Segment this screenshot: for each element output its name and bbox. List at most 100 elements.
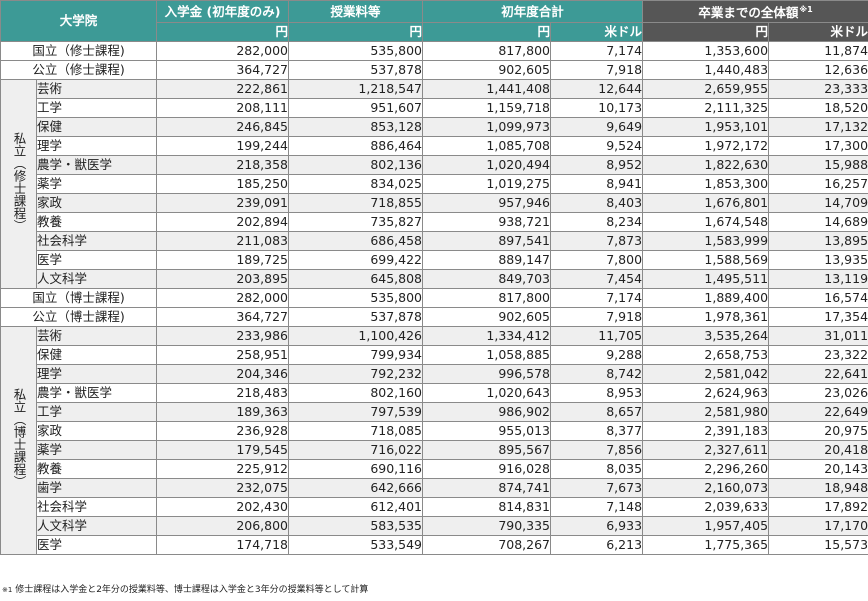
field-label: 薬学 xyxy=(35,440,158,461)
cell-value: 735,827 xyxy=(288,212,424,233)
field-label: 医学 xyxy=(35,535,158,556)
header-total-note-mark: ※1 xyxy=(799,5,813,14)
cell-value: 902,605 xyxy=(422,60,552,81)
master-private-row: 薬学 185,250 834,025 1,019,275 8,941 1,853,300 1… xyxy=(1,174,868,195)
cell-value: 2,327,611 xyxy=(642,440,770,461)
cell-value: 874,741 xyxy=(422,478,552,499)
cell-value: 2,658,753 xyxy=(642,345,770,366)
cell-value: 699,422 xyxy=(288,250,424,271)
unit-usd-total: 米ドル xyxy=(768,22,868,43)
cell-value: 1,440,483 xyxy=(642,60,770,81)
field-label: 芸術 xyxy=(35,326,158,347)
doctor-private-row: 医学 174,718 533,549 708,267 6,213 1,775,365 15,… xyxy=(1,535,868,556)
cell-value: 9,649 xyxy=(550,117,644,138)
cell-value: 1,100,426 xyxy=(288,326,424,347)
field-label: 歯学 xyxy=(35,478,158,499)
cell-value: 814,831 xyxy=(422,497,552,518)
cell-value: 1,099,973 xyxy=(422,117,552,138)
cell-value: 716,022 xyxy=(288,440,424,461)
cell-value: 834,025 xyxy=(288,174,424,195)
cell-value: 1,085,708 xyxy=(422,136,552,157)
cell-value: 897,541 xyxy=(422,231,552,252)
cell-value: 233,986 xyxy=(156,326,290,347)
cell-value: 20,418 xyxy=(768,440,868,461)
cell-value: 15,988 xyxy=(768,155,868,176)
cell-value: 18,948 xyxy=(768,478,868,499)
field-label: 工学 xyxy=(35,98,158,119)
cell-value: 849,703 xyxy=(422,269,552,290)
unit-yen-first-year: 円 xyxy=(422,22,552,43)
cell-value: 189,363 xyxy=(156,402,290,423)
doctor-private-row: 歯学 232,075 642,666 874,741 7,673 2,160,073 18,… xyxy=(1,478,868,499)
cell-value: 211,083 xyxy=(156,231,290,252)
master-private-row: 家政 239,091 718,855 957,946 8,403 1,676,801 14,… xyxy=(1,193,868,214)
graduate-tuition-table: 大学院 入学金 (初年度のみ) 授業料等 初年度合計 卒業までの全体額※1 円 … xyxy=(0,0,868,556)
cell-value: 1,889,400 xyxy=(642,288,770,309)
field-label: 薬学 xyxy=(35,174,158,195)
cell-value: 7,856 xyxy=(550,440,644,461)
doctor-private-row: 薬学 179,545 716,022 895,567 7,856 2,327,611 20,… xyxy=(1,440,868,461)
master-private-row: 社会科学 211,083 686,458 897,541 7,873 1,583,999 1… xyxy=(1,231,868,252)
doctor-private-row: 農学・獣医学 218,483 802,160 1,020,643 8,953 2,624,… xyxy=(1,383,868,404)
cell-value: 20,975 xyxy=(768,421,868,442)
cell-value: 6,933 xyxy=(550,516,644,537)
cell-value: 15,573 xyxy=(768,535,868,556)
cell-value: 2,581,042 xyxy=(642,364,770,385)
cell-value: 174,718 xyxy=(156,535,290,556)
cell-value: 889,147 xyxy=(422,250,552,271)
cell-value: 202,430 xyxy=(156,497,290,518)
cell-value: 996,578 xyxy=(422,364,552,385)
cell-value: 7,174 xyxy=(550,41,644,62)
cell-value: 1,441,408 xyxy=(422,79,552,100)
cell-value: 533,549 xyxy=(288,535,424,556)
master-private-row: 保健 246,845 853,128 1,099,973 9,649 1,953,101 1… xyxy=(1,117,868,138)
cell-value: 2,160,073 xyxy=(642,478,770,499)
cell-value: 1,495,511 xyxy=(642,269,770,290)
cell-value: 185,250 xyxy=(156,174,290,195)
cell-value: 12,644 xyxy=(550,79,644,100)
master-private-row: 教養 202,894 735,827 938,721 8,234 1,674,548 14,… xyxy=(1,212,868,233)
cell-value: 7,148 xyxy=(550,497,644,518)
cell-value: 986,902 xyxy=(422,402,552,423)
cell-value: 1,853,300 xyxy=(642,174,770,195)
cell-value: 7,918 xyxy=(550,307,644,328)
field-label: 教養 xyxy=(35,459,158,480)
cell-value: 17,300 xyxy=(768,136,868,157)
cell-value: 22,649 xyxy=(768,402,868,423)
cell-value: 2,111,325 xyxy=(642,98,770,119)
master-private-group-label: 私立（修士課程） xyxy=(0,79,37,290)
footnote-mark: ※1 xyxy=(2,586,13,594)
field-label: 農学・獣医学 xyxy=(35,383,158,404)
cell-value: 20,143 xyxy=(768,459,868,480)
cell-value: 612,401 xyxy=(288,497,424,518)
cell-value: 222,861 xyxy=(156,79,290,100)
field-label: 理学 xyxy=(35,364,158,385)
cell-value: 204,346 xyxy=(156,364,290,385)
cell-value: 1,972,172 xyxy=(642,136,770,157)
cell-value: 2,581,980 xyxy=(642,402,770,423)
cell-value: 206,800 xyxy=(156,516,290,537)
cell-value: 642,666 xyxy=(288,478,424,499)
cell-value: 17,354 xyxy=(768,307,868,328)
cell-value: 1,353,600 xyxy=(642,41,770,62)
master-private-row: 農学・獣医学 218,358 802,136 1,020,494 8,952 1,822,… xyxy=(1,155,868,176)
cell-value: 23,026 xyxy=(768,383,868,404)
cell-value: 957,946 xyxy=(422,193,552,214)
field-label: 芸術 xyxy=(35,79,158,100)
cell-value: 1,020,643 xyxy=(422,383,552,404)
cell-value: 916,028 xyxy=(422,459,552,480)
master-private-row: 医学 189,725 699,422 889,147 7,800 1,588,569 13,… xyxy=(1,250,868,271)
cell-value: 8,234 xyxy=(550,212,644,233)
cell-value: 797,539 xyxy=(288,402,424,423)
cell-value: 938,721 xyxy=(422,212,552,233)
cell-value: 9,524 xyxy=(550,136,644,157)
doctor-private-row: 理学 204,346 792,232 996,578 8,742 2,581,042 22,… xyxy=(1,364,868,385)
cell-value: 8,377 xyxy=(550,421,644,442)
cell-value: 1,058,885 xyxy=(422,345,552,366)
cell-value: 14,709 xyxy=(768,193,868,214)
header-first-year: 初年度合計 xyxy=(422,0,644,24)
cell-value: 17,132 xyxy=(768,117,868,138)
header-school: 大学院 xyxy=(0,0,158,43)
field-label: 工学 xyxy=(35,402,158,423)
cell-value: 218,358 xyxy=(156,155,290,176)
